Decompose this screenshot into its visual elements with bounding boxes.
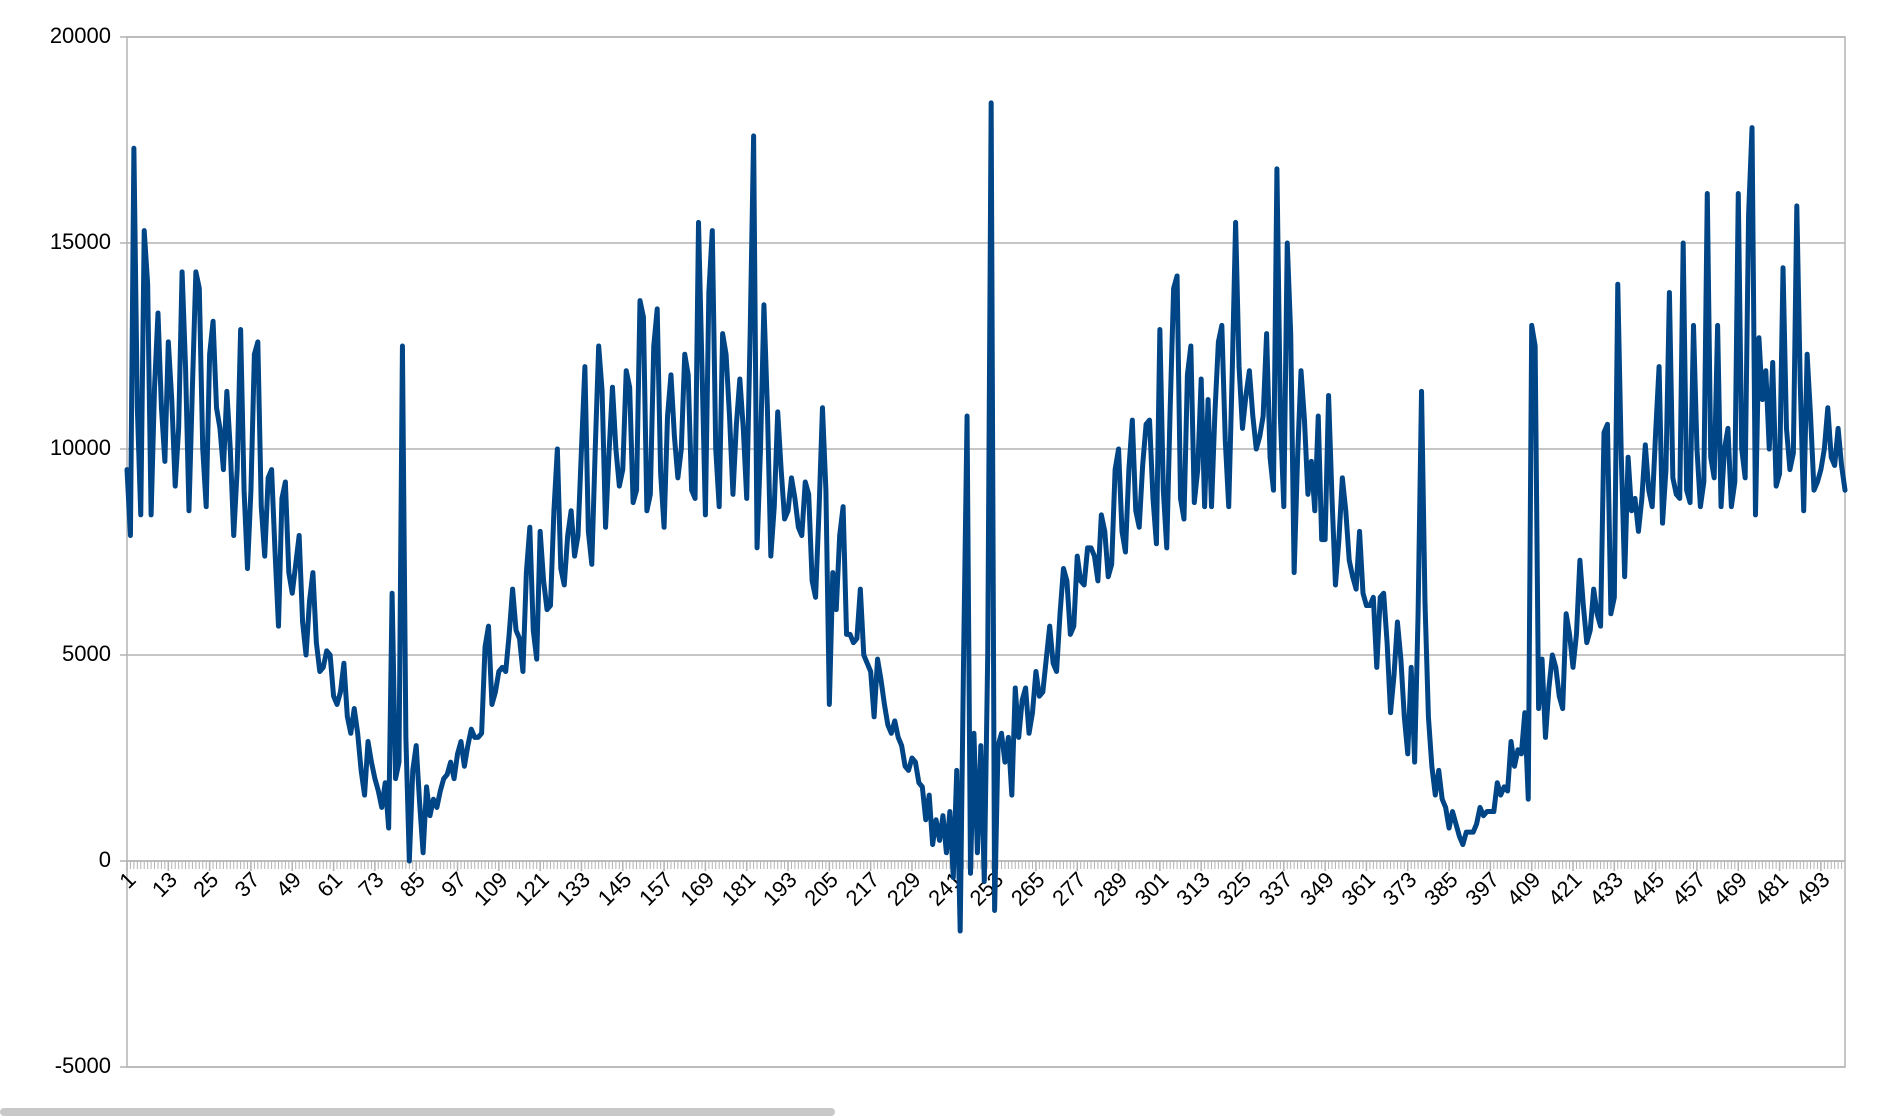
scrollbar[interactable] — [0, 1108, 835, 1116]
y-tick-label: 10000 — [50, 435, 111, 460]
y-tick-label: -5000 — [55, 1053, 111, 1078]
y-tick-label: 0 — [99, 847, 111, 872]
y-tick-label: 20000 — [50, 23, 111, 48]
y-tick-label: 5000 — [62, 641, 111, 666]
y-tick-label: 15000 — [50, 229, 111, 254]
data-line — [124, 100, 1848, 934]
